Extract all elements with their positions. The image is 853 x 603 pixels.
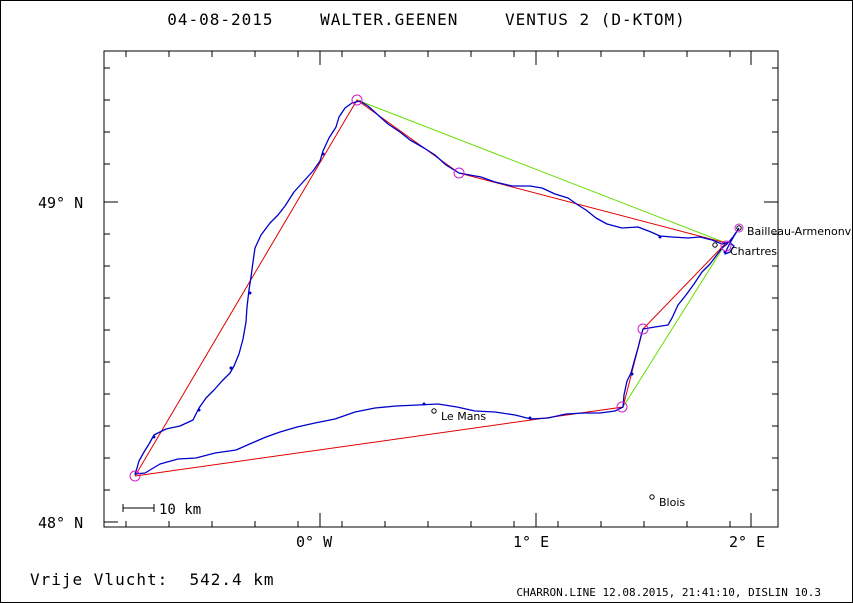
place-marker <box>649 494 655 500</box>
y-axis-ticks-left <box>104 67 118 523</box>
turnpoint-marker <box>637 323 649 335</box>
scale-bar <box>122 504 155 512</box>
turnpoint-marker <box>453 167 465 179</box>
turnpoint-marker <box>129 470 141 482</box>
turnpoint-marker <box>720 240 732 252</box>
map-frame <box>103 50 779 528</box>
closing-line <box>356 99 727 408</box>
gps-track <box>134 100 740 475</box>
place-label-blois: Blois <box>659 496 685 509</box>
distance-label: Vrije Vlucht: <box>30 570 169 589</box>
x-label-1e: 1° E <box>513 533 549 551</box>
scale-bar-label: 10 km <box>159 502 201 518</box>
place-markers <box>431 225 742 500</box>
footer-info: CHARRON.LINE 12.08.2015, 21:41:10, DISLI… <box>516 586 821 599</box>
flight-date: 04-08-2015 <box>167 10 274 29</box>
place-marker <box>712 242 718 248</box>
turnpoint-marker <box>734 223 744 233</box>
x-axis-ticks-bottom <box>125 513 752 527</box>
pilot-name: WALTER.GEENEN <box>320 10 459 29</box>
track-fixes <box>152 152 727 439</box>
y-label-49n: 49° N <box>38 194 83 212</box>
place-marker <box>431 408 437 414</box>
x-axis-ticks-top <box>125 51 752 65</box>
y-label-48n: 48° N <box>38 514 83 532</box>
glider-name: VENTUS 2 (D-KTOM) <box>505 10 686 29</box>
flight-title: 04-08-2015 WALTER.GEENEN VENTUS 2 (D-KTO… <box>0 10 853 29</box>
task-line <box>134 99 727 477</box>
x-label-0w: 0° W <box>296 533 333 551</box>
turnpoint-marker <box>351 94 363 106</box>
place-label-chartres: Chartres <box>730 245 777 258</box>
y-axis-ticks-right <box>764 67 778 491</box>
turnpoint-marker <box>616 401 628 413</box>
distance-value: 542.4 km <box>189 570 275 589</box>
place-label-bailleau: Bailleau-Armenonv <box>747 225 852 238</box>
turnpoint-markers <box>129 94 744 482</box>
place-marker <box>736 225 742 231</box>
x-label-2e: 2° E <box>729 533 765 551</box>
distance-readout: Vrije Vlucht: 542.4 km <box>30 570 275 589</box>
place-label-le-mans: Le Mans <box>441 410 486 423</box>
